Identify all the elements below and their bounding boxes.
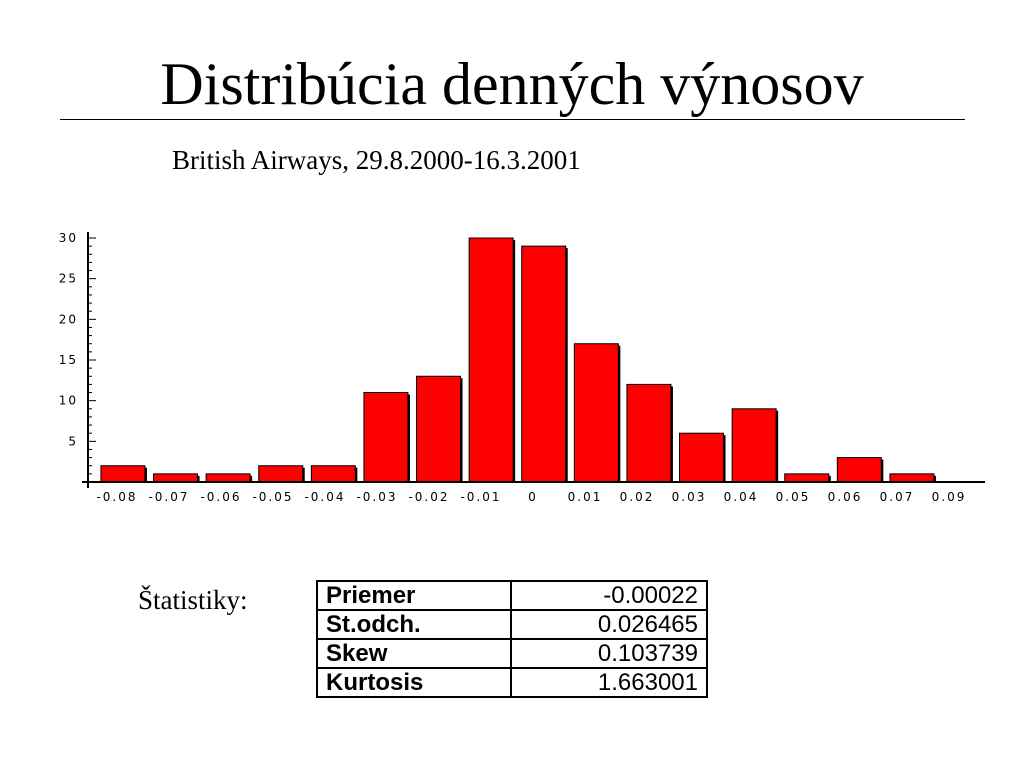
bar: [310, 465, 356, 483]
axes: 5 10 15 20 25 30 -0.08 -0.07 -0.06 -0.05 -0.04 -0.0…: [59, 231, 985, 504]
y-tick-label: 5: [68, 434, 78, 448]
stats-row-skew: Skew 0.103739: [316, 638, 708, 669]
bar: [416, 375, 462, 483]
x-tick-label: -0.08: [96, 490, 137, 504]
stat-value: -0.00022: [510, 580, 708, 611]
x-tick-label: -0.07: [148, 490, 189, 504]
bar: [889, 473, 935, 483]
bar: [836, 457, 882, 483]
x-tick-label: 0.09: [932, 490, 967, 504]
x-tick-label: 0.01: [568, 490, 603, 504]
x-tick-label: 0.06: [828, 490, 863, 504]
x-tick-label: 0.05: [776, 490, 811, 504]
x-tick-label: 0.02: [620, 490, 655, 504]
x-tick-label: -0.06: [200, 490, 241, 504]
stat-name: Kurtosis: [316, 667, 512, 698]
stats-row-mean: Priemer -0.00022: [316, 580, 708, 611]
y-tick-label: 20: [59, 312, 78, 326]
y-tick-label: 30: [59, 231, 78, 245]
bar: [626, 383, 672, 483]
bar: [153, 473, 199, 483]
bar: [679, 432, 725, 483]
y-tick-label: 10: [59, 394, 78, 408]
x-tick-label: 0.04: [724, 490, 759, 504]
bar: [363, 392, 409, 483]
x-tick-label: 0.07: [880, 490, 915, 504]
stats-table: Priemer -0.00022 St.odch. 0.026465 Skew …: [316, 580, 708, 698]
bar: [258, 465, 304, 483]
stat-name: Skew: [316, 638, 512, 669]
stat-value: 0.026465: [510, 609, 708, 640]
x-tick-label: -0.05: [252, 490, 293, 504]
stat-value: 1.663001: [510, 667, 708, 698]
stats-row-std: St.odch. 0.026465: [316, 609, 708, 640]
page-title: Distribúcia denných výnosov: [160, 51, 864, 117]
stat-name: St.odch.: [316, 609, 512, 640]
x-tick-label: -0.01: [460, 490, 501, 504]
stats-row-kurtosis: Kurtosis 1.663001: [316, 667, 708, 698]
stat-name: Priemer: [316, 580, 512, 611]
stats-label: Štatistiky:: [138, 585, 248, 615]
y-tick-label: 25: [59, 272, 78, 286]
bars: [100, 237, 936, 483]
x-tick-label: 0.03: [672, 490, 707, 504]
page-subtitle: British Airways, 29.8.2000-16.3.2001: [172, 145, 581, 175]
y-tick-label: 15: [59, 353, 78, 367]
bar: [468, 237, 514, 483]
bar: [731, 408, 777, 483]
bar: [573, 343, 619, 483]
title-divider: [60, 119, 965, 120]
bar: [521, 245, 567, 483]
bar: [205, 473, 251, 483]
x-tick-label: -0.04: [304, 490, 345, 504]
x-tick-label: -0.03: [356, 490, 397, 504]
stat-value: 0.103739: [510, 638, 708, 669]
x-tick-label: 0: [528, 490, 538, 504]
bar: [784, 473, 830, 483]
x-tick-label: -0.02: [408, 490, 449, 504]
bar: [100, 465, 146, 483]
